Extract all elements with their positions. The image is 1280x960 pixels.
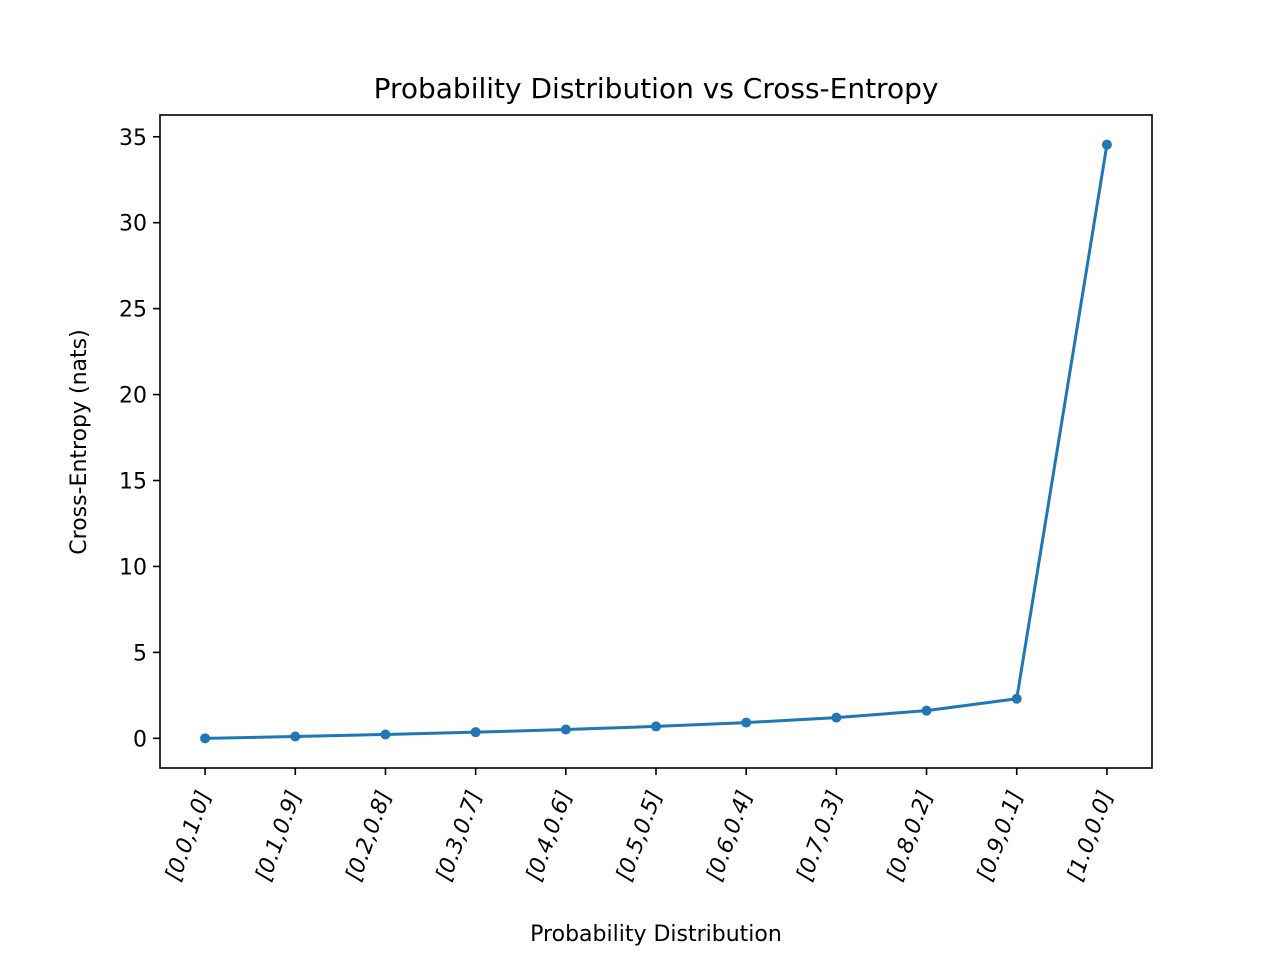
y-tick-label-35: 35 <box>119 126 147 151</box>
data-point-10 <box>1101 139 1112 150</box>
y-axis-label: Cross-Entropy (nats) <box>67 329 92 554</box>
data-point-7 <box>831 712 842 723</box>
y-tick-label-30: 30 <box>119 212 147 237</box>
y-axis: 0 5 10 15 20 25 30 35 <box>119 126 160 752</box>
data-point-2 <box>380 729 391 740</box>
x-axis-label: Probability Distribution <box>530 922 782 947</box>
series-layer <box>200 139 1112 744</box>
data-point-6 <box>741 717 752 728</box>
y-tick-label-15: 15 <box>119 470 147 495</box>
data-point-9 <box>1011 693 1022 704</box>
data-point-0 <box>200 733 211 744</box>
data-point-3 <box>470 727 481 738</box>
y-tick-label-25: 25 <box>119 298 147 323</box>
data-point-5 <box>651 721 661 732</box>
data-point-1 <box>290 731 301 742</box>
y-tick-label-10: 10 <box>119 555 147 580</box>
y-tick-label-5: 5 <box>133 641 147 666</box>
data-point-4 <box>560 724 571 735</box>
data-point-8 <box>921 705 932 716</box>
y-tick-label-20: 20 <box>119 384 147 409</box>
y-tick-label-0: 0 <box>133 727 147 752</box>
chart-title: Probability Distribution vs Cross-Entrop… <box>374 72 939 105</box>
